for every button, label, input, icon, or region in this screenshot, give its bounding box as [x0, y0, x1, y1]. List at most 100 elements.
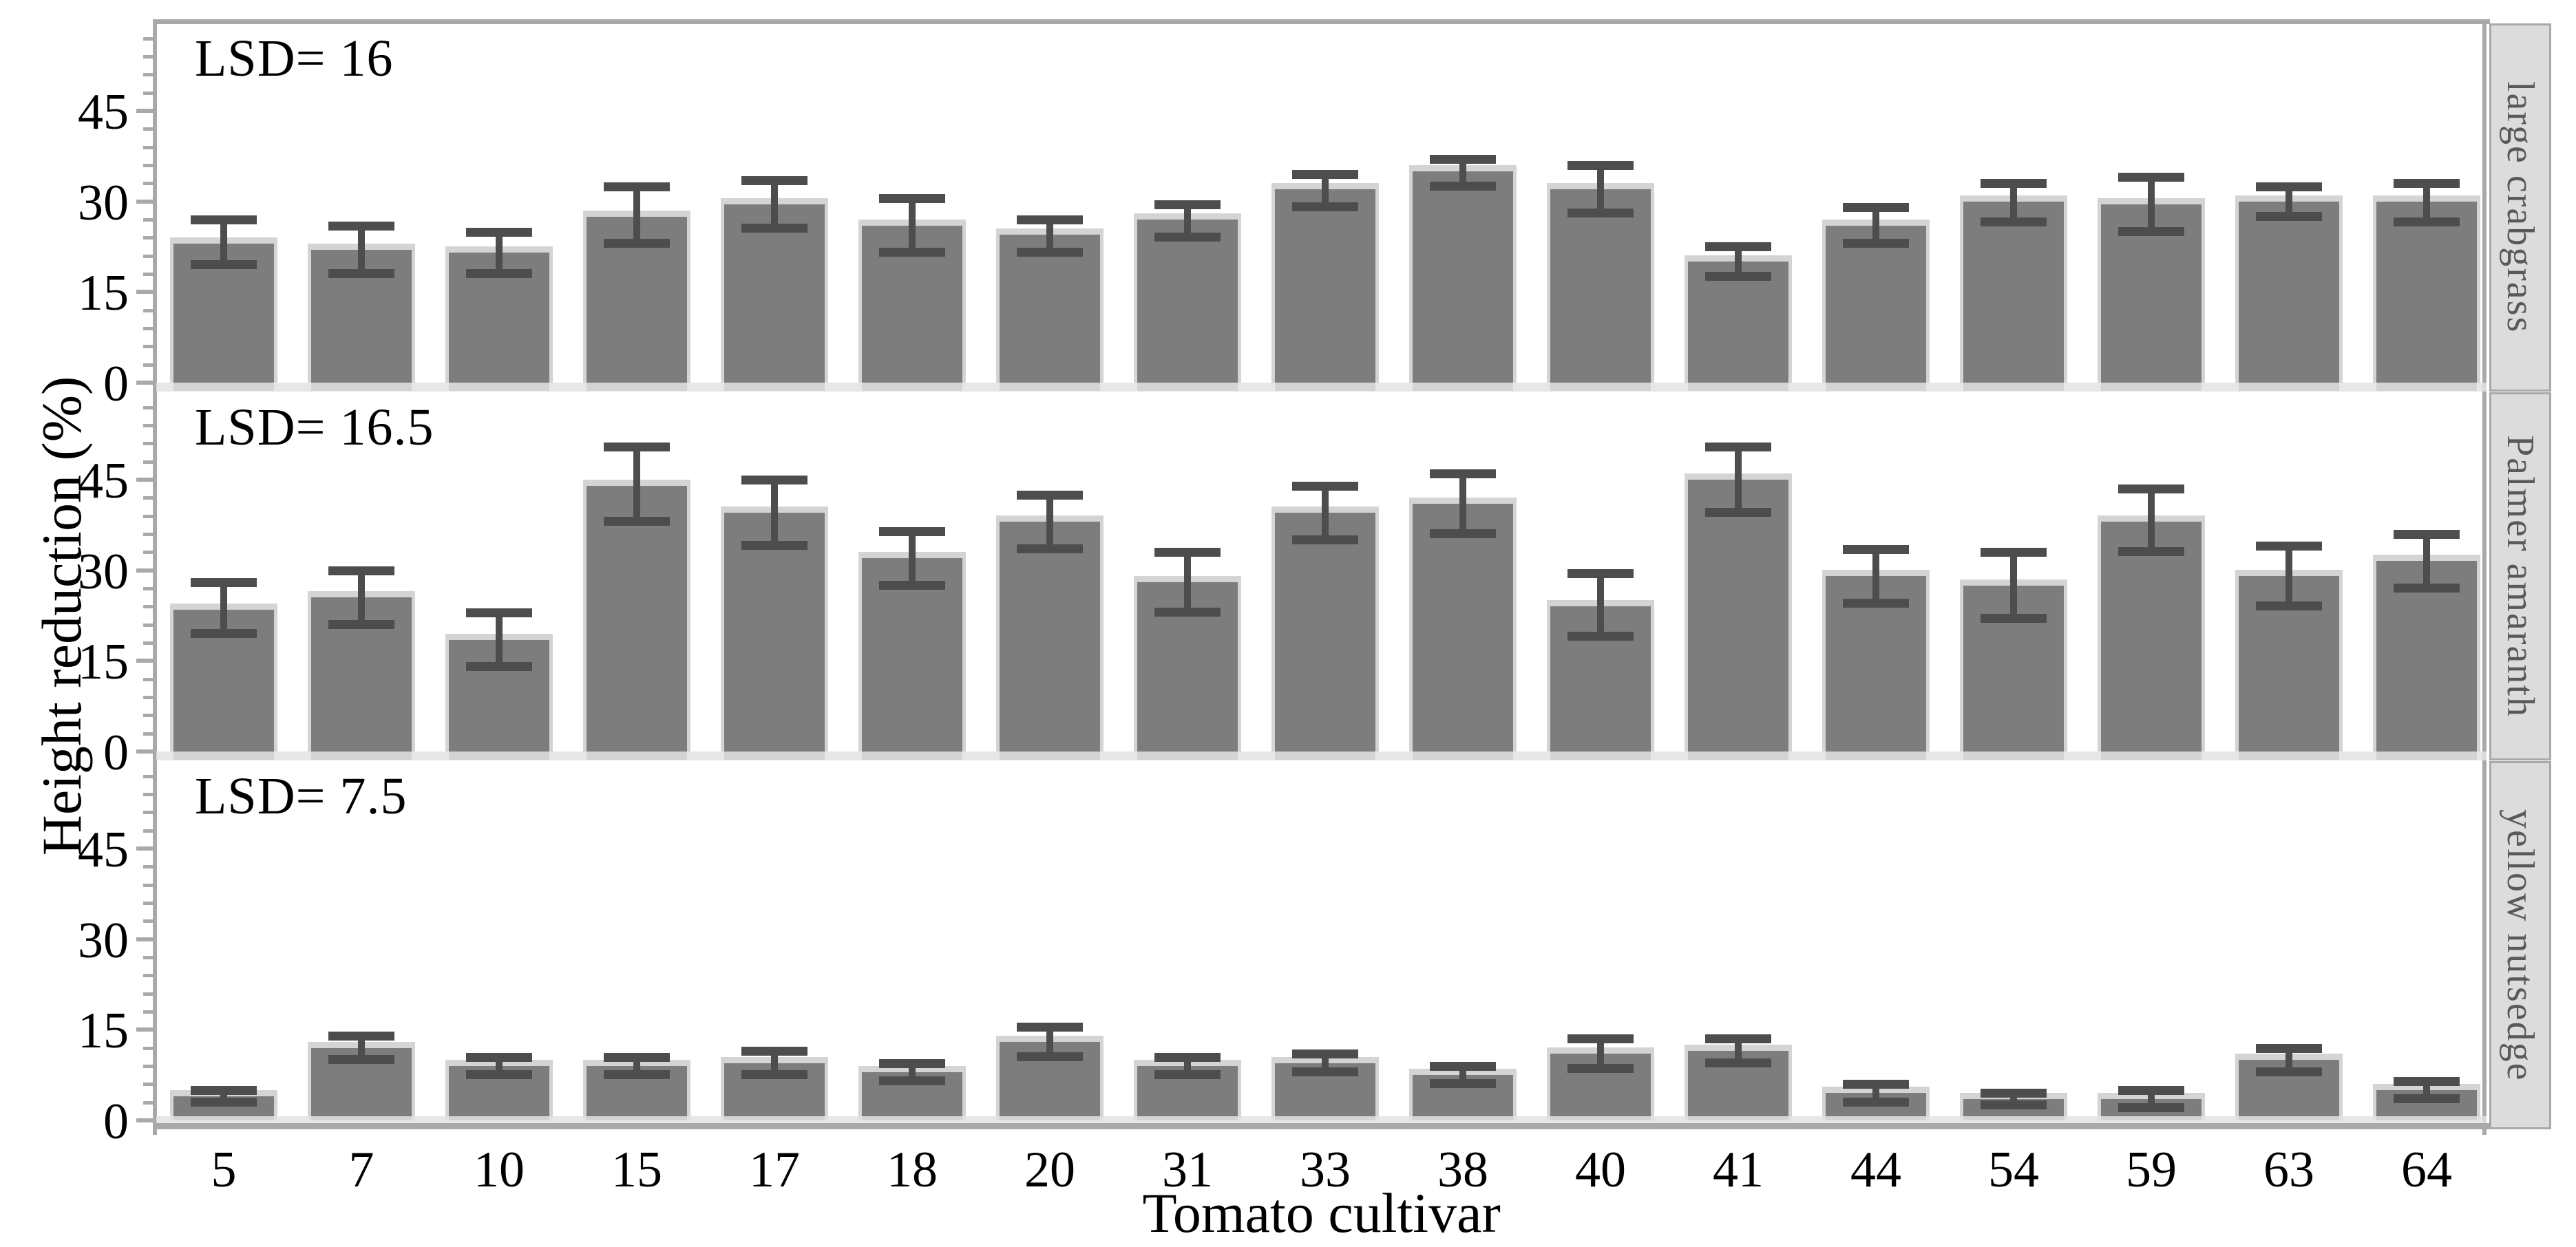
error-bar-cap-top	[2118, 484, 2184, 494]
error-bar-cap-bottom	[1017, 248, 1083, 257]
x-tick-label: 63	[2263, 1142, 2314, 1198]
error-bar-cap-bottom	[466, 1070, 532, 1080]
error-bar-cap-bottom	[2118, 547, 2184, 557]
y-minor-tick	[143, 586, 153, 590]
y-minor-tick	[143, 496, 153, 500]
error-bar-cap-top	[2118, 1086, 2184, 1096]
error-bar-cap-top	[741, 475, 807, 484]
bar	[1413, 171, 1513, 391]
error-bar-cap-bottom	[1843, 598, 1909, 608]
bar	[587, 485, 687, 760]
x-tick-label: 40	[1575, 1142, 1626, 1198]
x-tick-label: 59	[2126, 1142, 2177, 1198]
error-bar-cap-bottom	[604, 517, 670, 526]
error-bar-cap-top	[604, 1052, 670, 1062]
error-bar-stem	[633, 186, 640, 244]
y-minor-tick	[143, 460, 153, 464]
y-tick-label: 0	[103, 725, 129, 781]
error-bar-cap-bottom	[1567, 1064, 1634, 1074]
error-bar-cap-top	[1154, 548, 1221, 557]
error-bar-stem	[771, 1051, 778, 1076]
y-minor-tick	[143, 901, 153, 905]
error-bar-cap-bottom	[1981, 217, 2047, 227]
y-tick-label: 45	[78, 452, 129, 509]
error-bar-cap-bottom	[2118, 1103, 2184, 1113]
y-minor-tick	[143, 811, 153, 815]
error-bar-stem	[771, 180, 778, 229]
y-axis-spine	[153, 19, 157, 1135]
bar	[724, 204, 825, 391]
bar	[2101, 522, 2202, 760]
error-bar-stem	[1735, 1038, 1742, 1063]
x-tick-label: 31	[1162, 1142, 1213, 1198]
error-bar-stem	[496, 231, 503, 274]
error-bar-cap-top	[2118, 173, 2184, 182]
x-axis-title: Tomato cultivar	[1142, 1182, 1501, 1244]
error-bar-cap-top	[191, 1086, 257, 1096]
y-minor-tick	[143, 623, 153, 627]
error-bar-cap-top	[466, 227, 532, 237]
y-major-tick	[136, 568, 153, 573]
bar	[1000, 234, 1100, 391]
error-bar-stem	[1184, 552, 1191, 613]
bar	[2376, 201, 2477, 391]
error-bar-cap-top	[741, 175, 807, 185]
y-minor-tick	[143, 514, 153, 518]
bar	[1688, 479, 1788, 760]
y-minor-tick	[143, 883, 153, 887]
x-tick-label: 15	[611, 1142, 662, 1198]
error-bar-cap-top	[879, 1058, 945, 1068]
error-bar-stem	[1322, 174, 1329, 208]
error-bar-cap-top	[1843, 544, 1909, 554]
error-bar-cap-bottom	[1017, 1052, 1083, 1061]
error-bar-cap-bottom	[328, 619, 394, 629]
error-bar-cap-bottom	[1154, 1070, 1221, 1080]
y-tick-label: 15	[78, 1003, 129, 1060]
error-bar-stem	[220, 219, 227, 265]
error-bar-cap-top	[2394, 529, 2460, 539]
y-minor-tick	[143, 732, 153, 736]
y-tick-label: 30	[78, 543, 129, 600]
bar	[1137, 219, 1238, 391]
facet-strip: Palmer amaranth	[2489, 392, 2551, 760]
y-minor-tick	[143, 792, 153, 796]
error-bar-stem	[2423, 183, 2430, 223]
bar	[1550, 189, 1651, 391]
y-major-tick	[136, 108, 153, 113]
x-tick-label: 54	[1988, 1142, 2039, 1198]
y-tick-label: 30	[78, 174, 129, 231]
error-bar-cap-top	[1567, 160, 1634, 170]
y-tick-label: 45	[78, 821, 129, 878]
error-bar-stem	[2423, 1080, 2430, 1100]
error-bar-stem	[1322, 1054, 1329, 1072]
y-minor-tick	[143, 145, 153, 149]
y-minor-tick	[143, 217, 153, 222]
facet-strip: yellow nutsedge	[2489, 761, 2551, 1129]
facet-strip-label: Palmer amaranth	[2499, 435, 2542, 718]
error-bar-cap-top	[1017, 1022, 1083, 1032]
bar	[1826, 225, 1926, 391]
bar	[1963, 201, 2064, 391]
y-major-tick	[136, 1118, 153, 1122]
y-minor-tick	[143, 641, 153, 645]
error-bar-stem	[358, 225, 365, 274]
error-bar-cap-bottom	[1430, 529, 1496, 538]
error-bar-cap-bottom	[1981, 613, 2047, 623]
error-bar-stem	[2148, 177, 2155, 232]
error-bar-cap-top	[191, 578, 257, 588]
error-bar-cap-bottom	[191, 628, 257, 638]
error-bar-stem	[771, 479, 778, 546]
error-bar-stem	[2148, 489, 2155, 553]
y-minor-tick	[143, 326, 153, 330]
error-bar-stem	[1872, 207, 1879, 244]
error-bar-cap-bottom	[1843, 239, 1909, 248]
x-tick-label: 20	[1024, 1142, 1075, 1198]
error-bar-cap-top	[1430, 469, 1496, 479]
error-bar-cap-top	[466, 1052, 532, 1062]
error-bar-cap-top	[1017, 490, 1083, 500]
error-bar-cap-bottom	[879, 248, 945, 257]
error-bar-cap-bottom	[879, 580, 945, 590]
panel-separator-band	[156, 1116, 2487, 1123]
y-minor-tick	[143, 865, 153, 869]
